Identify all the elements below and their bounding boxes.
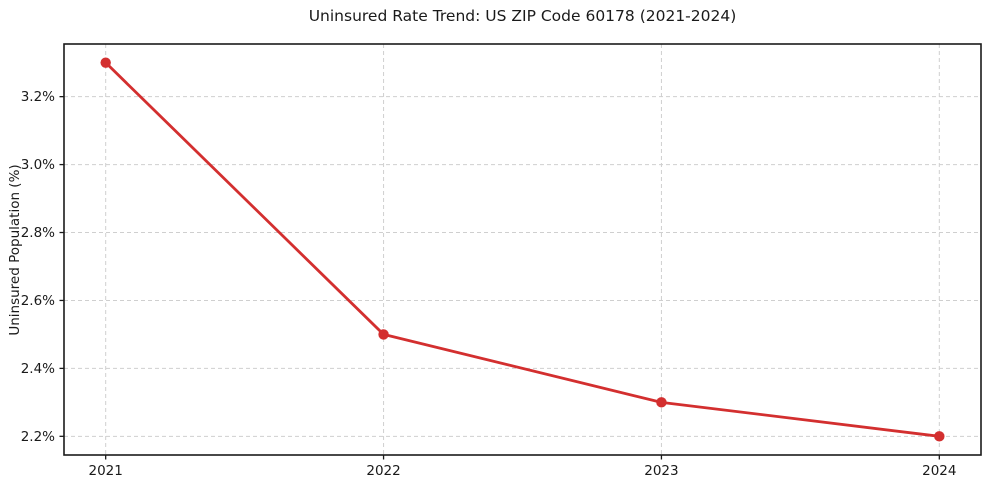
x-tick-label: 2024 <box>922 463 956 479</box>
plot-area: 2.2% 2.4% 2.6% 2.8% 3.0% 3.2% 2021 2022 2023 2024 <box>21 43 982 479</box>
x-tick-label: 2022 <box>366 463 400 479</box>
y-tick-label: 3.2% <box>21 89 55 105</box>
x-tick-label: 2021 <box>89 463 123 479</box>
data-point <box>934 431 945 442</box>
chart-title: Uninsured Rate Trend: US ZIP Code 60178 … <box>308 7 737 25</box>
y-tick-label: 2.8% <box>21 225 55 241</box>
y-tick-label: 3.0% <box>21 157 55 173</box>
data-point <box>378 329 389 340</box>
data-point <box>100 57 111 68</box>
y-axis-label: Uninsured Population (%) <box>7 164 23 336</box>
trend-line <box>104 61 941 438</box>
data-point <box>656 397 667 408</box>
x-tick-label: 2023 <box>644 463 678 479</box>
y-tick-label: 2.2% <box>21 429 55 445</box>
y-tick-label: 2.6% <box>21 293 55 309</box>
plot-border <box>63 43 982 456</box>
y-tick-label: 2.4% <box>21 361 55 377</box>
